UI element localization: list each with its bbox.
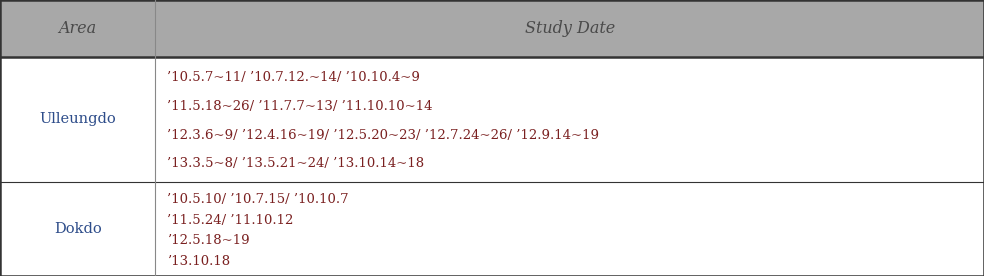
Text: Dokdo: Dokdo <box>54 222 101 236</box>
Text: ’11.5.24/ ’11.10.12: ’11.5.24/ ’11.10.12 <box>167 214 293 227</box>
Text: ’13.10.18: ’13.10.18 <box>167 255 230 268</box>
Text: ’11.5.18~26/ ’11.7.7~13/ ’11.10.10~14: ’11.5.18~26/ ’11.7.7~13/ ’11.10.10~14 <box>167 100 433 113</box>
Text: Study Date: Study Date <box>524 20 615 37</box>
Text: ’12.5.18~19: ’12.5.18~19 <box>167 234 250 247</box>
Text: Area: Area <box>59 20 96 37</box>
Bar <box>0 182 984 276</box>
Text: Ulleungdo: Ulleungdo <box>39 112 116 126</box>
Bar <box>0 57 984 182</box>
Bar <box>0 0 984 57</box>
Text: ’12.3.6~9/ ’12.4.16~19/ ’12.5.20~23/ ’12.7.24~26/ ’12.9.14~19: ’12.3.6~9/ ’12.4.16~19/ ’12.5.20~23/ ’12… <box>167 129 599 142</box>
Text: ’10.5.7~11/ ’10.7.12.~14/ ’10.10.4~9: ’10.5.7~11/ ’10.7.12.~14/ ’10.10.4~9 <box>167 71 420 84</box>
Text: ’10.5.10/ ’10.7.15/ ’10.10.7: ’10.5.10/ ’10.7.15/ ’10.10.7 <box>167 193 349 206</box>
Text: ’13.3.5~8/ ’13.5.21~24/ ’13.10.14~18: ’13.3.5~8/ ’13.5.21~24/ ’13.10.14~18 <box>167 157 424 170</box>
